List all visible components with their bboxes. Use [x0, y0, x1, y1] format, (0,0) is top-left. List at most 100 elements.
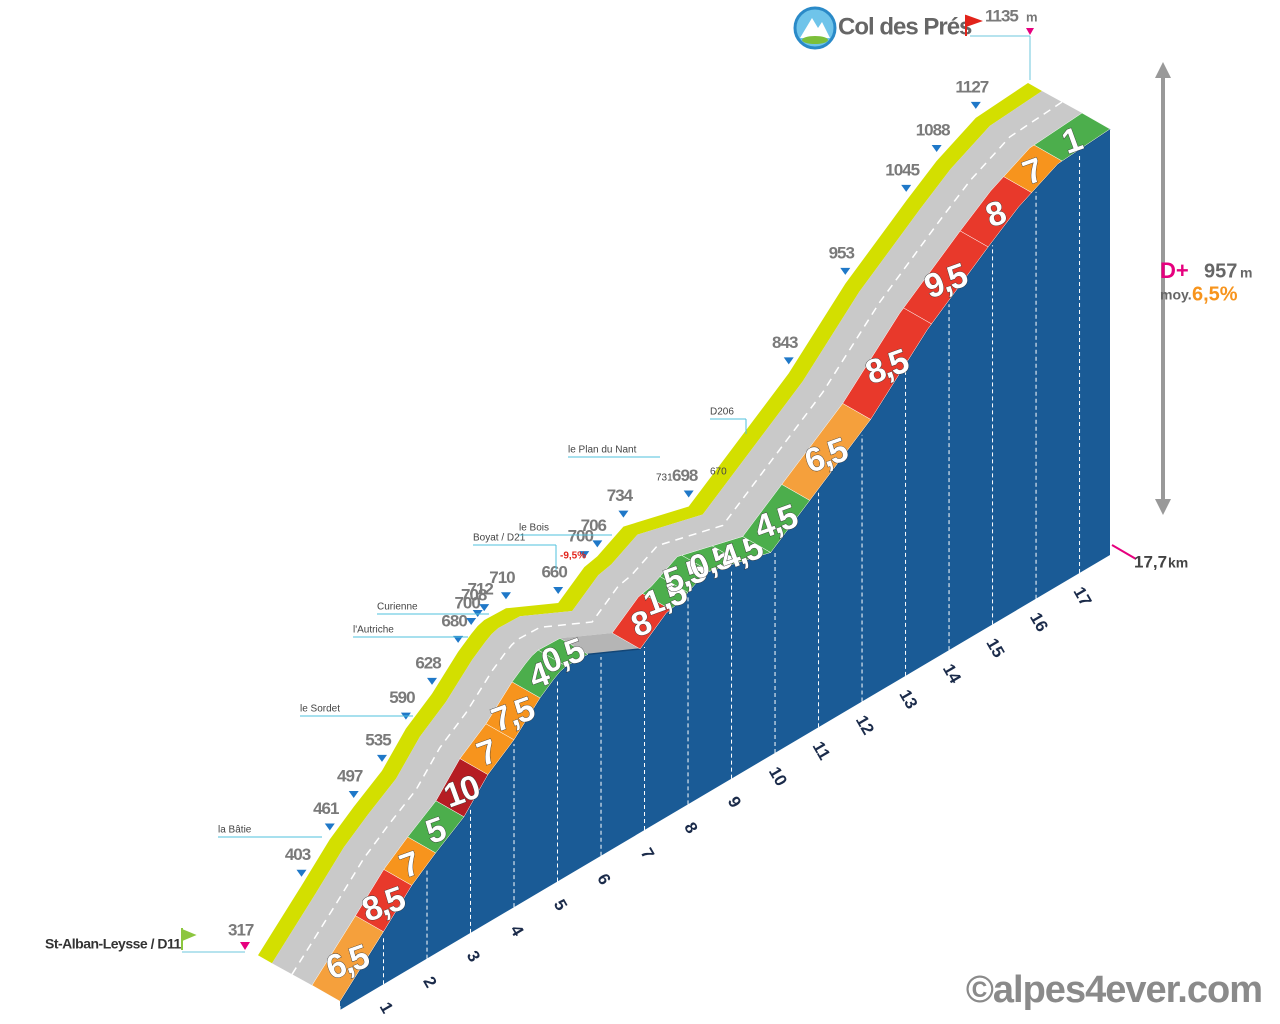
altitude-label: 628: [415, 653, 441, 672]
altitude-label: 710: [489, 568, 515, 587]
copyright: ©alpes4ever.com: [966, 969, 1262, 1011]
altitude-marker: [376, 754, 387, 762]
annotation: -9,5%: [560, 551, 586, 562]
altitude-marker: [479, 604, 490, 612]
km-tick: [731, 778, 736, 787]
km-label: 5: [550, 896, 571, 914]
place-name: Curienne: [377, 602, 418, 613]
km-tick: [905, 675, 910, 685]
altitude-marker: [970, 101, 981, 109]
km-label: 4: [506, 922, 527, 940]
altitude-label: 708: [461, 586, 487, 605]
km-label: 6: [593, 870, 614, 888]
altitude-marker: [296, 869, 307, 877]
altitude-label: 497: [337, 766, 363, 785]
altitude-label: 590: [389, 688, 415, 707]
altitude-label: 403: [285, 845, 311, 864]
altitude-label: 706: [581, 516, 607, 535]
altitude-marker: [592, 540, 603, 548]
start-marker: [240, 942, 250, 950]
km-label: 3: [463, 948, 484, 966]
place-name: Boyat / D21: [473, 533, 526, 544]
km-label: 8: [680, 819, 701, 837]
km-label: 16: [1026, 609, 1052, 635]
road-centerline: [291, 101, 1063, 975]
altitude-marker: [683, 490, 694, 498]
km-label: 2: [419, 973, 440, 991]
start: St-Alban-Leysse / D11 317: [45, 920, 255, 953]
distance-marker: [1111, 544, 1137, 560]
altitude-label: 535: [365, 730, 391, 749]
altitude-marker: [500, 592, 511, 600]
altitude-label: 1045: [885, 160, 919, 179]
km-label: 9: [724, 793, 745, 811]
place-altitude: 670: [710, 467, 727, 478]
km-tick: [948, 649, 954, 659]
place-name: l'Autriche: [353, 625, 394, 636]
altitude-label: 953: [829, 243, 855, 262]
km-tick: [339, 1009, 345, 1019]
place-name: le Plan du Nant: [568, 445, 637, 456]
km-label: 14: [939, 661, 965, 687]
altitude-label: 1127: [955, 77, 988, 96]
altitude-label: 700: [568, 527, 594, 546]
km-label: 13: [895, 686, 921, 712]
altitude-marker: [427, 677, 438, 685]
road-edge: [258, 83, 1042, 964]
place-name: la Bâtie: [218, 825, 252, 836]
front-face: [340, 129, 1110, 1010]
altitude-marker: [618, 510, 629, 518]
distance-value: 17,7: [1134, 552, 1167, 571]
km-tick: [470, 932, 475, 942]
km-tick: [774, 752, 780, 762]
altitude-label: 700: [454, 593, 480, 612]
place-name: le Sordet: [300, 704, 340, 715]
header: Col des Prés 1135 m: [793, 6, 1038, 80]
altitude-marker: [324, 823, 335, 831]
km-label: 17: [1069, 584, 1095, 610]
gradient-segment: [537, 638, 589, 667]
altitude-label: 461: [313, 799, 339, 818]
title: Col des Prés: [838, 13, 972, 40]
km-label: 11: [809, 738, 834, 763]
place-name: le Bois: [519, 523, 549, 534]
start-flag: [181, 928, 197, 950]
summit-flag: [965, 14, 983, 36]
distance-unit: km: [1168, 555, 1188, 571]
km-tick: [557, 881, 562, 890]
km-tick: [644, 829, 649, 839]
altitude-label: 712: [468, 580, 494, 599]
altitude-marker: [348, 790, 359, 798]
km-tick: [861, 701, 867, 710]
km-tick: [992, 624, 997, 633]
altitude-marker: [453, 635, 464, 643]
profile: 012345678910111213141516176,58,5751077,5…: [218, 77, 1188, 1019]
km-label: 1: [376, 999, 397, 1017]
altitude-marker: [901, 184, 912, 192]
altitude-marker: [783, 357, 794, 365]
logo-mountain: [800, 18, 830, 38]
altitude-label: 698: [672, 466, 698, 485]
place-name: D206: [710, 407, 734, 418]
road: [272, 91, 1082, 986]
summit-marker: [1026, 28, 1034, 35]
altitude-label: 1088: [916, 120, 950, 139]
km-tick: [383, 984, 388, 993]
gradient-segment: [1033, 112, 1111, 162]
altitude-marker: [579, 551, 590, 559]
gain-value: 957: [1204, 260, 1237, 282]
summit-altitude: 1135: [985, 6, 1018, 25]
altitude-label: 734: [607, 486, 634, 505]
summary: D+ 957 m moy. 6,5%: [1155, 62, 1252, 515]
km-tick: [513, 906, 519, 916]
altitude-label: 843: [772, 333, 798, 352]
km-label: 10: [765, 763, 791, 789]
altitude-label: 680: [441, 611, 467, 630]
km-tick: [687, 804, 693, 813]
gain-unit: m: [1240, 265, 1252, 281]
gain-label: D+: [1160, 258, 1189, 283]
km-label: 7: [637, 845, 658, 863]
average-value: 6,5%: [1192, 283, 1238, 305]
summit-unit: m: [1026, 9, 1038, 24]
